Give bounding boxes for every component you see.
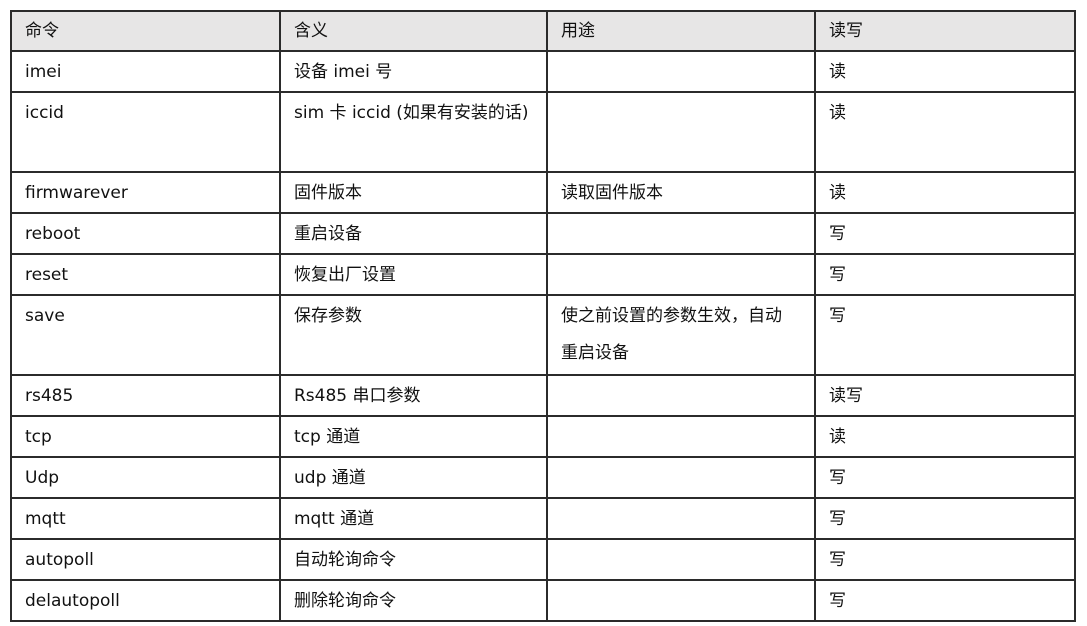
meaning-cell: 删除轮询命令: [279, 579, 548, 622]
header-meaning: 含义: [279, 10, 548, 52]
command-cell: rs485: [10, 374, 281, 417]
meaning-cell: 固件版本: [279, 171, 548, 214]
read-write-cell: 写: [814, 253, 1076, 296]
table-row: imei 设备 imei 号 读: [10, 50, 1076, 93]
command-cell: tcp: [10, 415, 281, 458]
meaning-cell: tcp 通道: [279, 415, 548, 458]
meaning-cell: Rs485 串口参数: [279, 374, 548, 417]
read-write-cell: 写: [814, 579, 1076, 622]
command-cell: autopoll: [10, 538, 281, 581]
read-write-cell: 读写: [814, 374, 1076, 417]
table-row: rs485 Rs485 串口参数 读写: [10, 374, 1076, 417]
header-usage: 用途: [546, 10, 816, 52]
meaning-cell: 恢复出厂设置: [279, 253, 548, 296]
usage-cell: [546, 91, 816, 173]
usage-cell: [546, 253, 816, 296]
command-cell: imei: [10, 50, 281, 93]
read-write-cell: 读: [814, 50, 1076, 93]
command-table: 命令 含义 用途 读写 imei 设备 imei 号读 iccid sim 卡 icc…: [10, 10, 1076, 622]
header-read-write: 读写: [814, 10, 1076, 52]
command-cell: save: [10, 294, 281, 376]
command-cell: Udp: [10, 456, 281, 499]
read-write-cell: 写: [814, 212, 1076, 255]
read-write-cell: 读: [814, 415, 1076, 458]
table-row: reset 恢复出厂设置 写: [10, 253, 1076, 296]
command-cell: iccid: [10, 91, 281, 173]
meaning-cell: sim 卡 iccid (如果有安装的话): [279, 91, 548, 173]
read-write-cell: 读: [814, 91, 1076, 173]
meaning-cell: udp 通道: [279, 456, 548, 499]
table-row: firmwarever 固件版本 读取固件版本读: [10, 171, 1076, 214]
table-row: delautopoll 删除轮询命令 写: [10, 579, 1076, 622]
usage-cell: 使之前设置的参数生效，自动 重启设备: [546, 294, 816, 376]
read-write-cell: 写: [814, 294, 1076, 376]
usage-cell: [546, 579, 816, 622]
usage-cell: 读取固件版本: [546, 171, 816, 214]
usage-cell: [546, 497, 816, 540]
table-row: iccid sim 卡 iccid (如果有安装的话) 读: [10, 91, 1076, 173]
read-write-cell: 读: [814, 171, 1076, 214]
header-command: 命令: [10, 10, 281, 52]
command-cell: delautopoll: [10, 579, 281, 622]
command-cell: mqtt: [10, 497, 281, 540]
meaning-cell: 自动轮询命令: [279, 538, 548, 581]
table-row: mqtt mqtt 通道 写: [10, 497, 1076, 540]
table-row: save 保存参数 使之前设置的参数生效，自动 重启设备写: [10, 294, 1076, 376]
table-row: Udp udp 通道 写: [10, 456, 1076, 499]
meaning-cell: 设备 imei 号: [279, 50, 548, 93]
table-row: tcp tcp 通道 读: [10, 415, 1076, 458]
command-cell: reboot: [10, 212, 281, 255]
meaning-cell: 保存参数: [279, 294, 548, 376]
usage-cell: [546, 50, 816, 93]
read-write-cell: 写: [814, 456, 1076, 499]
meaning-cell: mqtt 通道: [279, 497, 548, 540]
usage-cell: [546, 212, 816, 255]
command-cell: firmwarever: [10, 171, 281, 214]
table-row: reboot 重启设备 写: [10, 212, 1076, 255]
table-row: autopoll 自动轮询命令 写: [10, 538, 1076, 581]
usage-cell: [546, 415, 816, 458]
command-cell: reset: [10, 253, 281, 296]
usage-cell: [546, 374, 816, 417]
read-write-cell: 写: [814, 538, 1076, 581]
read-write-cell: 写: [814, 497, 1076, 540]
header-row: 命令 含义 用途 读写: [10, 10, 1076, 52]
usage-cell: [546, 538, 816, 581]
usage-cell: [546, 456, 816, 499]
meaning-cell: 重启设备: [279, 212, 548, 255]
